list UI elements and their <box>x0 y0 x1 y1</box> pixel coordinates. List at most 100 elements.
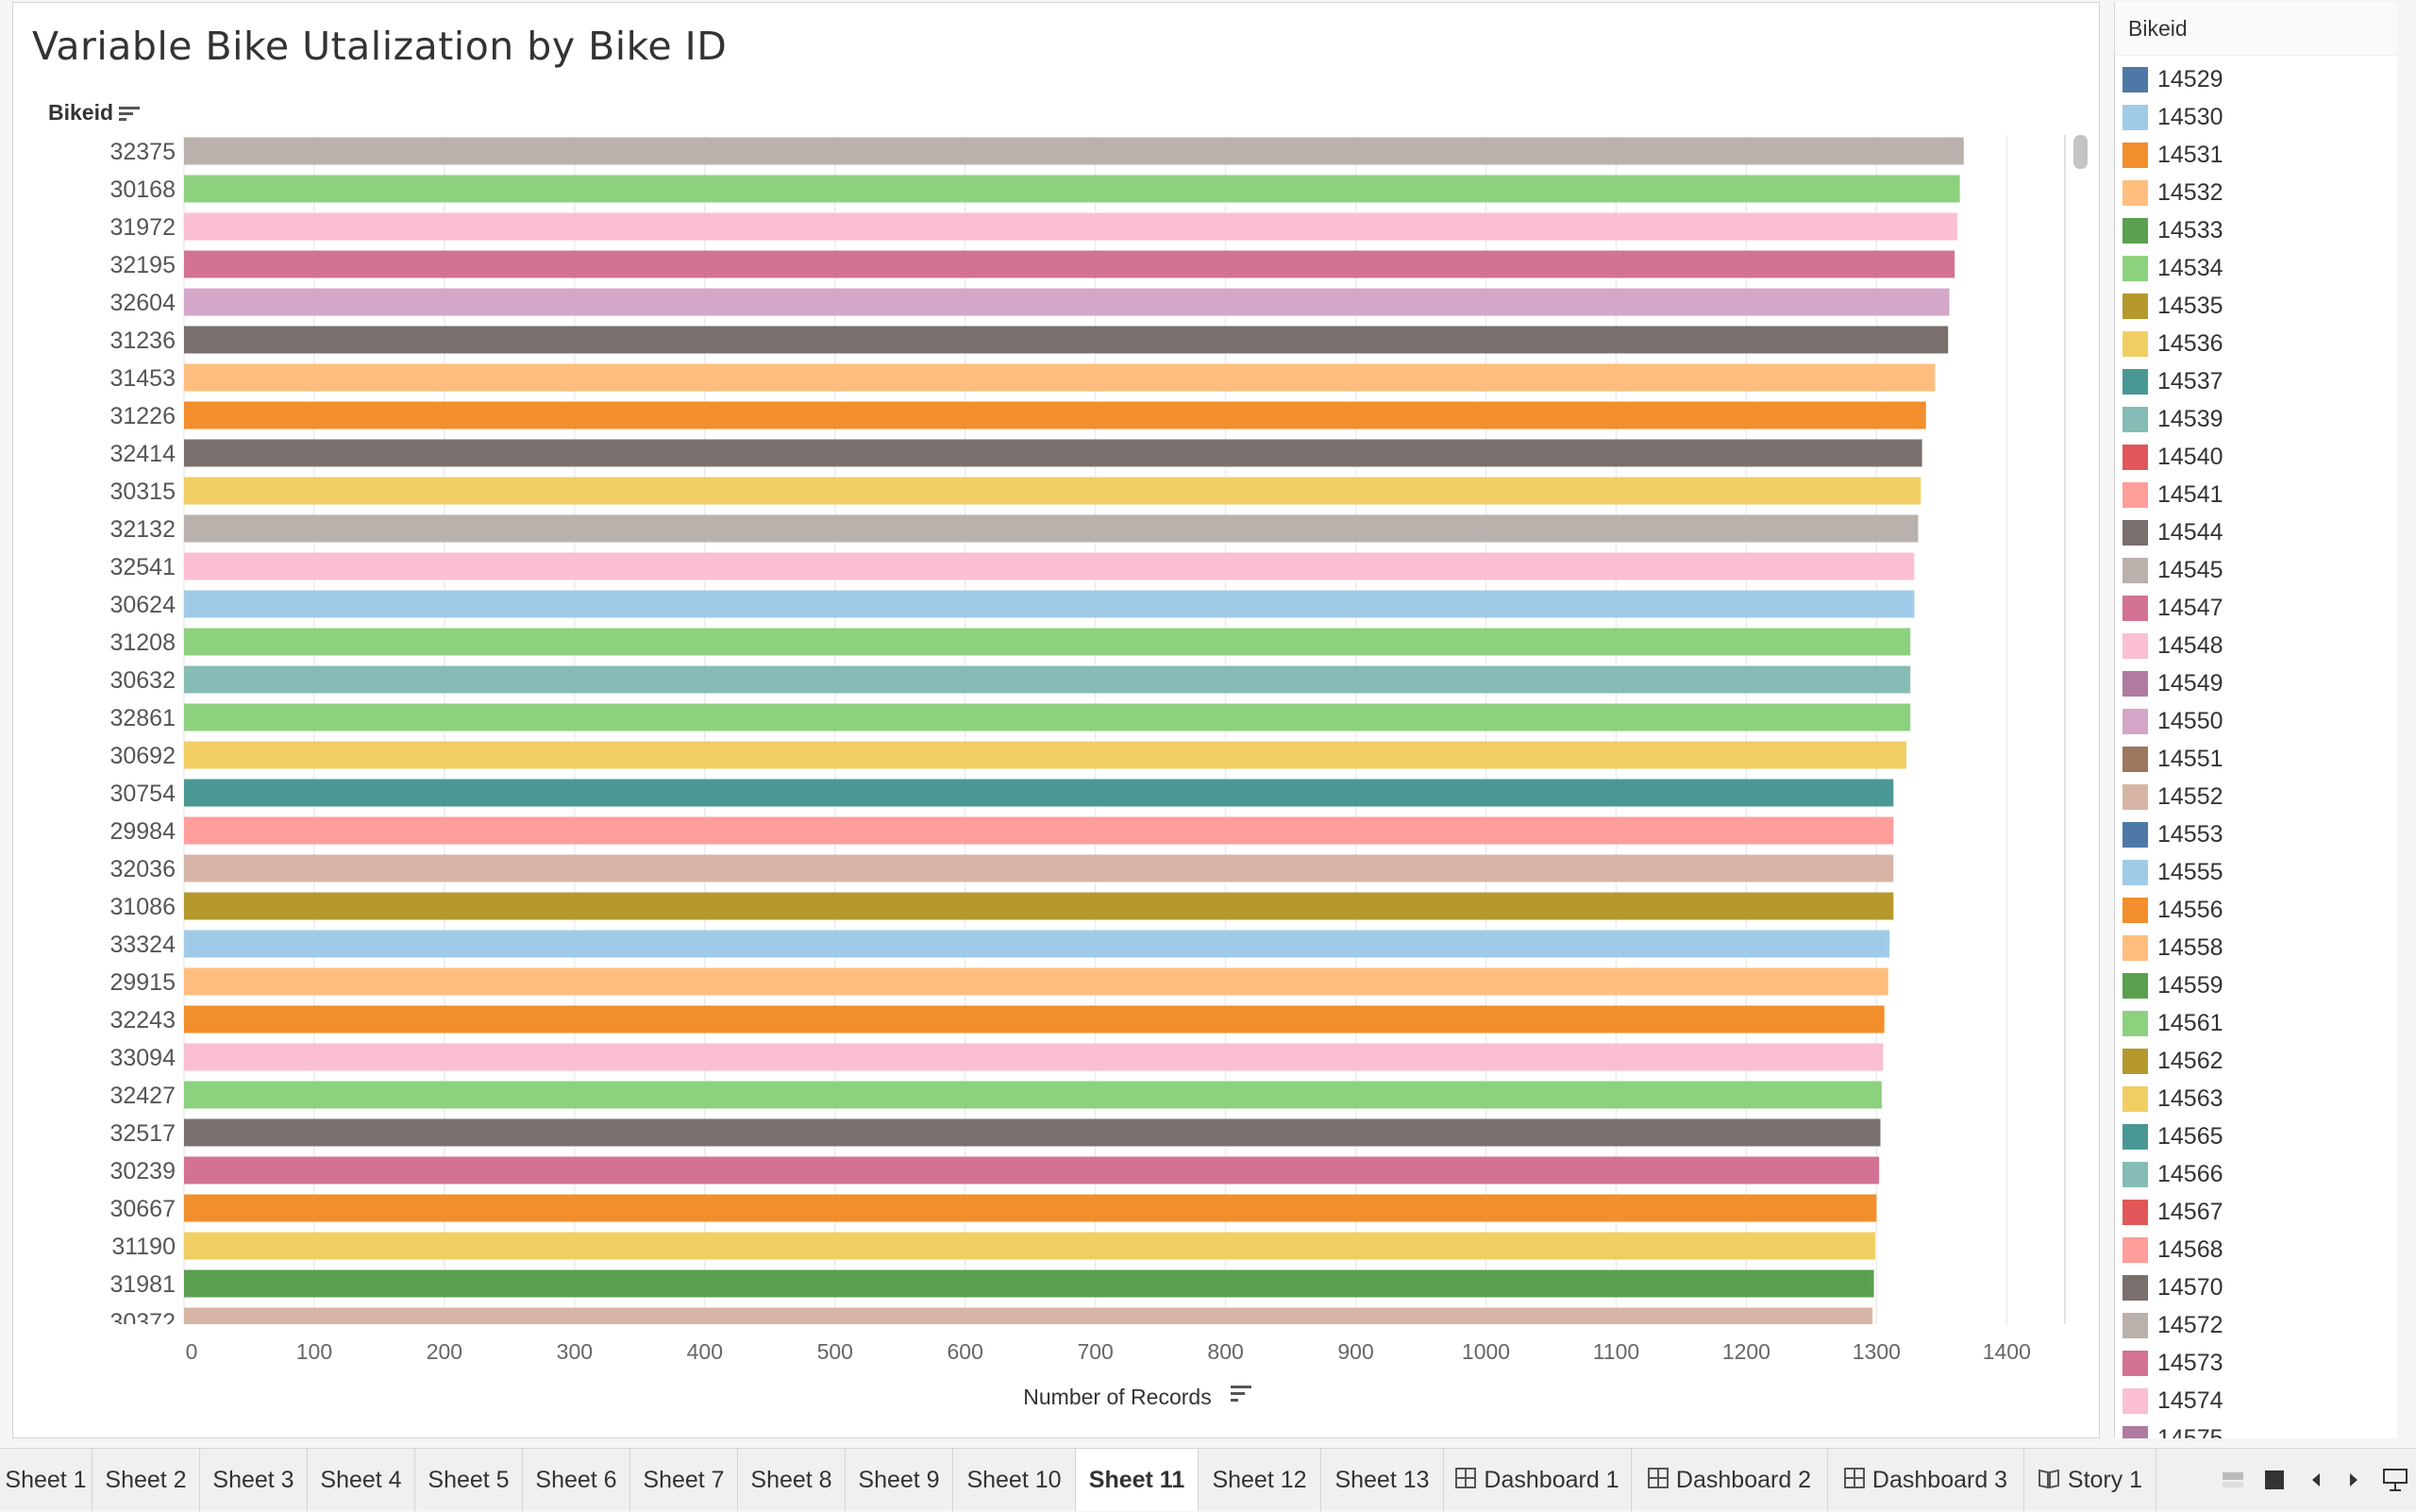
bikeid-tick-label[interactable]: 30168 <box>109 176 176 203</box>
legend-item[interactable]: 14547 <box>2122 589 2223 627</box>
legend-item[interactable]: 14558 <box>2122 929 2223 966</box>
legend-item[interactable]: 14556 <box>2122 891 2223 929</box>
legend-item[interactable]: 14566 <box>2122 1155 2223 1193</box>
bar[interactable] <box>184 1005 1885 1033</box>
bikeid-tick-label[interactable]: 31086 <box>109 894 176 920</box>
bikeid-tick-label[interactable]: 33324 <box>109 932 176 958</box>
legend-item[interactable]: 14544 <box>2122 513 2223 551</box>
bikeid-tick-label[interactable]: 30692 <box>109 743 176 769</box>
legend-item[interactable]: 14562 <box>2122 1042 2223 1080</box>
legend-item[interactable]: 14534 <box>2122 249 2223 287</box>
legend-item[interactable]: 14539 <box>2122 400 2223 438</box>
presentation-mode-icon[interactable] <box>2378 1449 2412 1511</box>
bar[interactable] <box>184 816 1894 845</box>
bikeid-tick-label[interactable]: 32541 <box>109 554 176 580</box>
bikeid-tick-label[interactable]: 29915 <box>109 969 176 996</box>
sheet-tab[interactable]: Sheet 13 <box>1321 1449 1444 1511</box>
bikeid-tick-label[interactable]: 32414 <box>109 441 176 467</box>
legend-item[interactable]: 14540 <box>2122 438 2223 476</box>
bikeid-tick-label[interactable]: 29984 <box>109 818 176 845</box>
bar[interactable] <box>184 1194 1877 1222</box>
legend-item[interactable]: 14529 <box>2122 60 2223 98</box>
sheet-tab[interactable]: Sheet 1 <box>0 1449 92 1511</box>
legend-item[interactable]: 14574 <box>2122 1382 2223 1420</box>
x-axis-title[interactable]: Number of Records <box>1023 1385 1211 1409</box>
bar[interactable] <box>184 514 1919 543</box>
legend-item[interactable]: 14533 <box>2122 211 2223 249</box>
bar[interactable] <box>184 175 1960 203</box>
bikeid-tick-label[interactable]: 30239 <box>109 1158 176 1184</box>
bikeid-tick-label[interactable]: 32517 <box>109 1120 176 1147</box>
bikeid-tick-label[interactable]: 32036 <box>109 856 176 882</box>
legend-item[interactable]: 14541 <box>2122 476 2223 513</box>
bikeid-tick-label[interactable]: 32132 <box>109 516 176 543</box>
bar[interactable] <box>184 665 1911 694</box>
bar[interactable] <box>184 250 1955 278</box>
bikeid-tick-label[interactable]: 32861 <box>109 705 176 731</box>
bar[interactable] <box>184 401 1926 429</box>
legend-item[interactable]: 14537 <box>2122 362 2223 400</box>
bikeid-tick-label[interactable]: 30667 <box>109 1196 176 1222</box>
legend-item[interactable]: 14565 <box>2122 1117 2223 1155</box>
sheet-tab[interactable]: Sheet 12 <box>1199 1449 1321 1511</box>
legend-item[interactable]: 14536 <box>2122 325 2223 362</box>
bar[interactable] <box>184 741 1907 769</box>
bar[interactable] <box>184 363 1936 392</box>
bar[interactable] <box>184 137 1964 165</box>
bikeid-tick-label[interactable]: 30754 <box>109 781 176 807</box>
sheet-tab[interactable]: Dashboard 2 <box>1632 1449 1828 1511</box>
bar[interactable] <box>184 477 1921 505</box>
bikeid-tick-label[interactable]: 32195 <box>109 252 176 278</box>
bar[interactable] <box>184 930 1890 958</box>
bikeid-tick-label[interactable]: 31453 <box>109 365 176 392</box>
legend-item[interactable]: 14559 <box>2122 966 2223 1004</box>
legend-item[interactable]: 14570 <box>2122 1268 2223 1306</box>
bikeid-tick-label[interactable]: 32604 <box>109 290 176 316</box>
legend-item[interactable]: 14552 <box>2122 778 2223 815</box>
bar[interactable] <box>184 552 1915 580</box>
legend-item[interactable]: 14561 <box>2122 1004 2223 1042</box>
legend-item[interactable]: 14548 <box>2122 627 2223 664</box>
sheet-tab[interactable]: Sheet 5 <box>415 1449 523 1511</box>
bikeid-tick-label[interactable]: 30315 <box>109 479 176 505</box>
sort-icon[interactable] <box>119 105 141 122</box>
bikeid-tick-label[interactable]: 30624 <box>109 592 176 618</box>
next-sheet-icon[interactable] <box>2337 1449 2371 1511</box>
bikeid-tick-label[interactable]: 31190 <box>111 1234 176 1260</box>
sort-icon[interactable] <box>1231 1386 1251 1402</box>
legend-item[interactable]: 14551 <box>2122 740 2223 778</box>
bikeid-row-header[interactable]: Bikeid <box>48 100 141 126</box>
bikeid-tick-label[interactable]: 30372 <box>109 1309 176 1336</box>
bikeid-tick-label[interactable]: 30632 <box>109 667 176 694</box>
sheet-tab[interactable]: Sheet 6 <box>523 1449 630 1511</box>
legend-item[interactable]: 14535 <box>2122 287 2223 325</box>
legend-item[interactable]: 14572 <box>2122 1306 2223 1344</box>
bar[interactable] <box>184 212 1957 241</box>
legend-item[interactable]: 14530 <box>2122 98 2223 136</box>
legend-item[interactable]: 14553 <box>2122 815 2223 853</box>
sheet-tab[interactable]: Story 1 <box>2024 1449 2156 1511</box>
sheet-tab[interactable]: Sheet 11 <box>1076 1449 1199 1511</box>
bar[interactable] <box>184 854 1894 882</box>
legend-item[interactable]: 14550 <box>2122 702 2223 740</box>
sheet-tab[interactable]: Sheet 4 <box>308 1449 415 1511</box>
bikeid-tick-label[interactable]: 31226 <box>109 403 176 429</box>
bar[interactable] <box>184 439 1922 467</box>
sheet-tab[interactable]: Sheet 2 <box>92 1449 200 1511</box>
bar[interactable] <box>184 1043 1884 1071</box>
legend-item[interactable]: 14555 <box>2122 853 2223 891</box>
sheet-tab[interactable]: Sheet 3 <box>200 1449 308 1511</box>
bar[interactable] <box>184 1156 1880 1184</box>
legend-item[interactable]: 14532 <box>2122 174 2223 211</box>
sheet-tab[interactable]: Sheet 8 <box>738 1449 846 1511</box>
legend-item[interactable]: 14545 <box>2122 551 2223 589</box>
bikeid-tick-label[interactable]: 31981 <box>109 1271 176 1298</box>
bikeid-tick-label[interactable]: 33094 <box>109 1045 176 1071</box>
bikeid-tick-label[interactable]: 31208 <box>109 630 176 656</box>
bikeid-tick-label[interactable]: 32243 <box>109 1007 176 1033</box>
legend-item[interactable]: 14549 <box>2122 664 2223 702</box>
legend-item[interactable]: 14531 <box>2122 136 2223 174</box>
legend-item[interactable]: 14568 <box>2122 1231 2223 1268</box>
bar[interactable] <box>184 1232 1875 1260</box>
bar[interactable] <box>184 892 1894 920</box>
